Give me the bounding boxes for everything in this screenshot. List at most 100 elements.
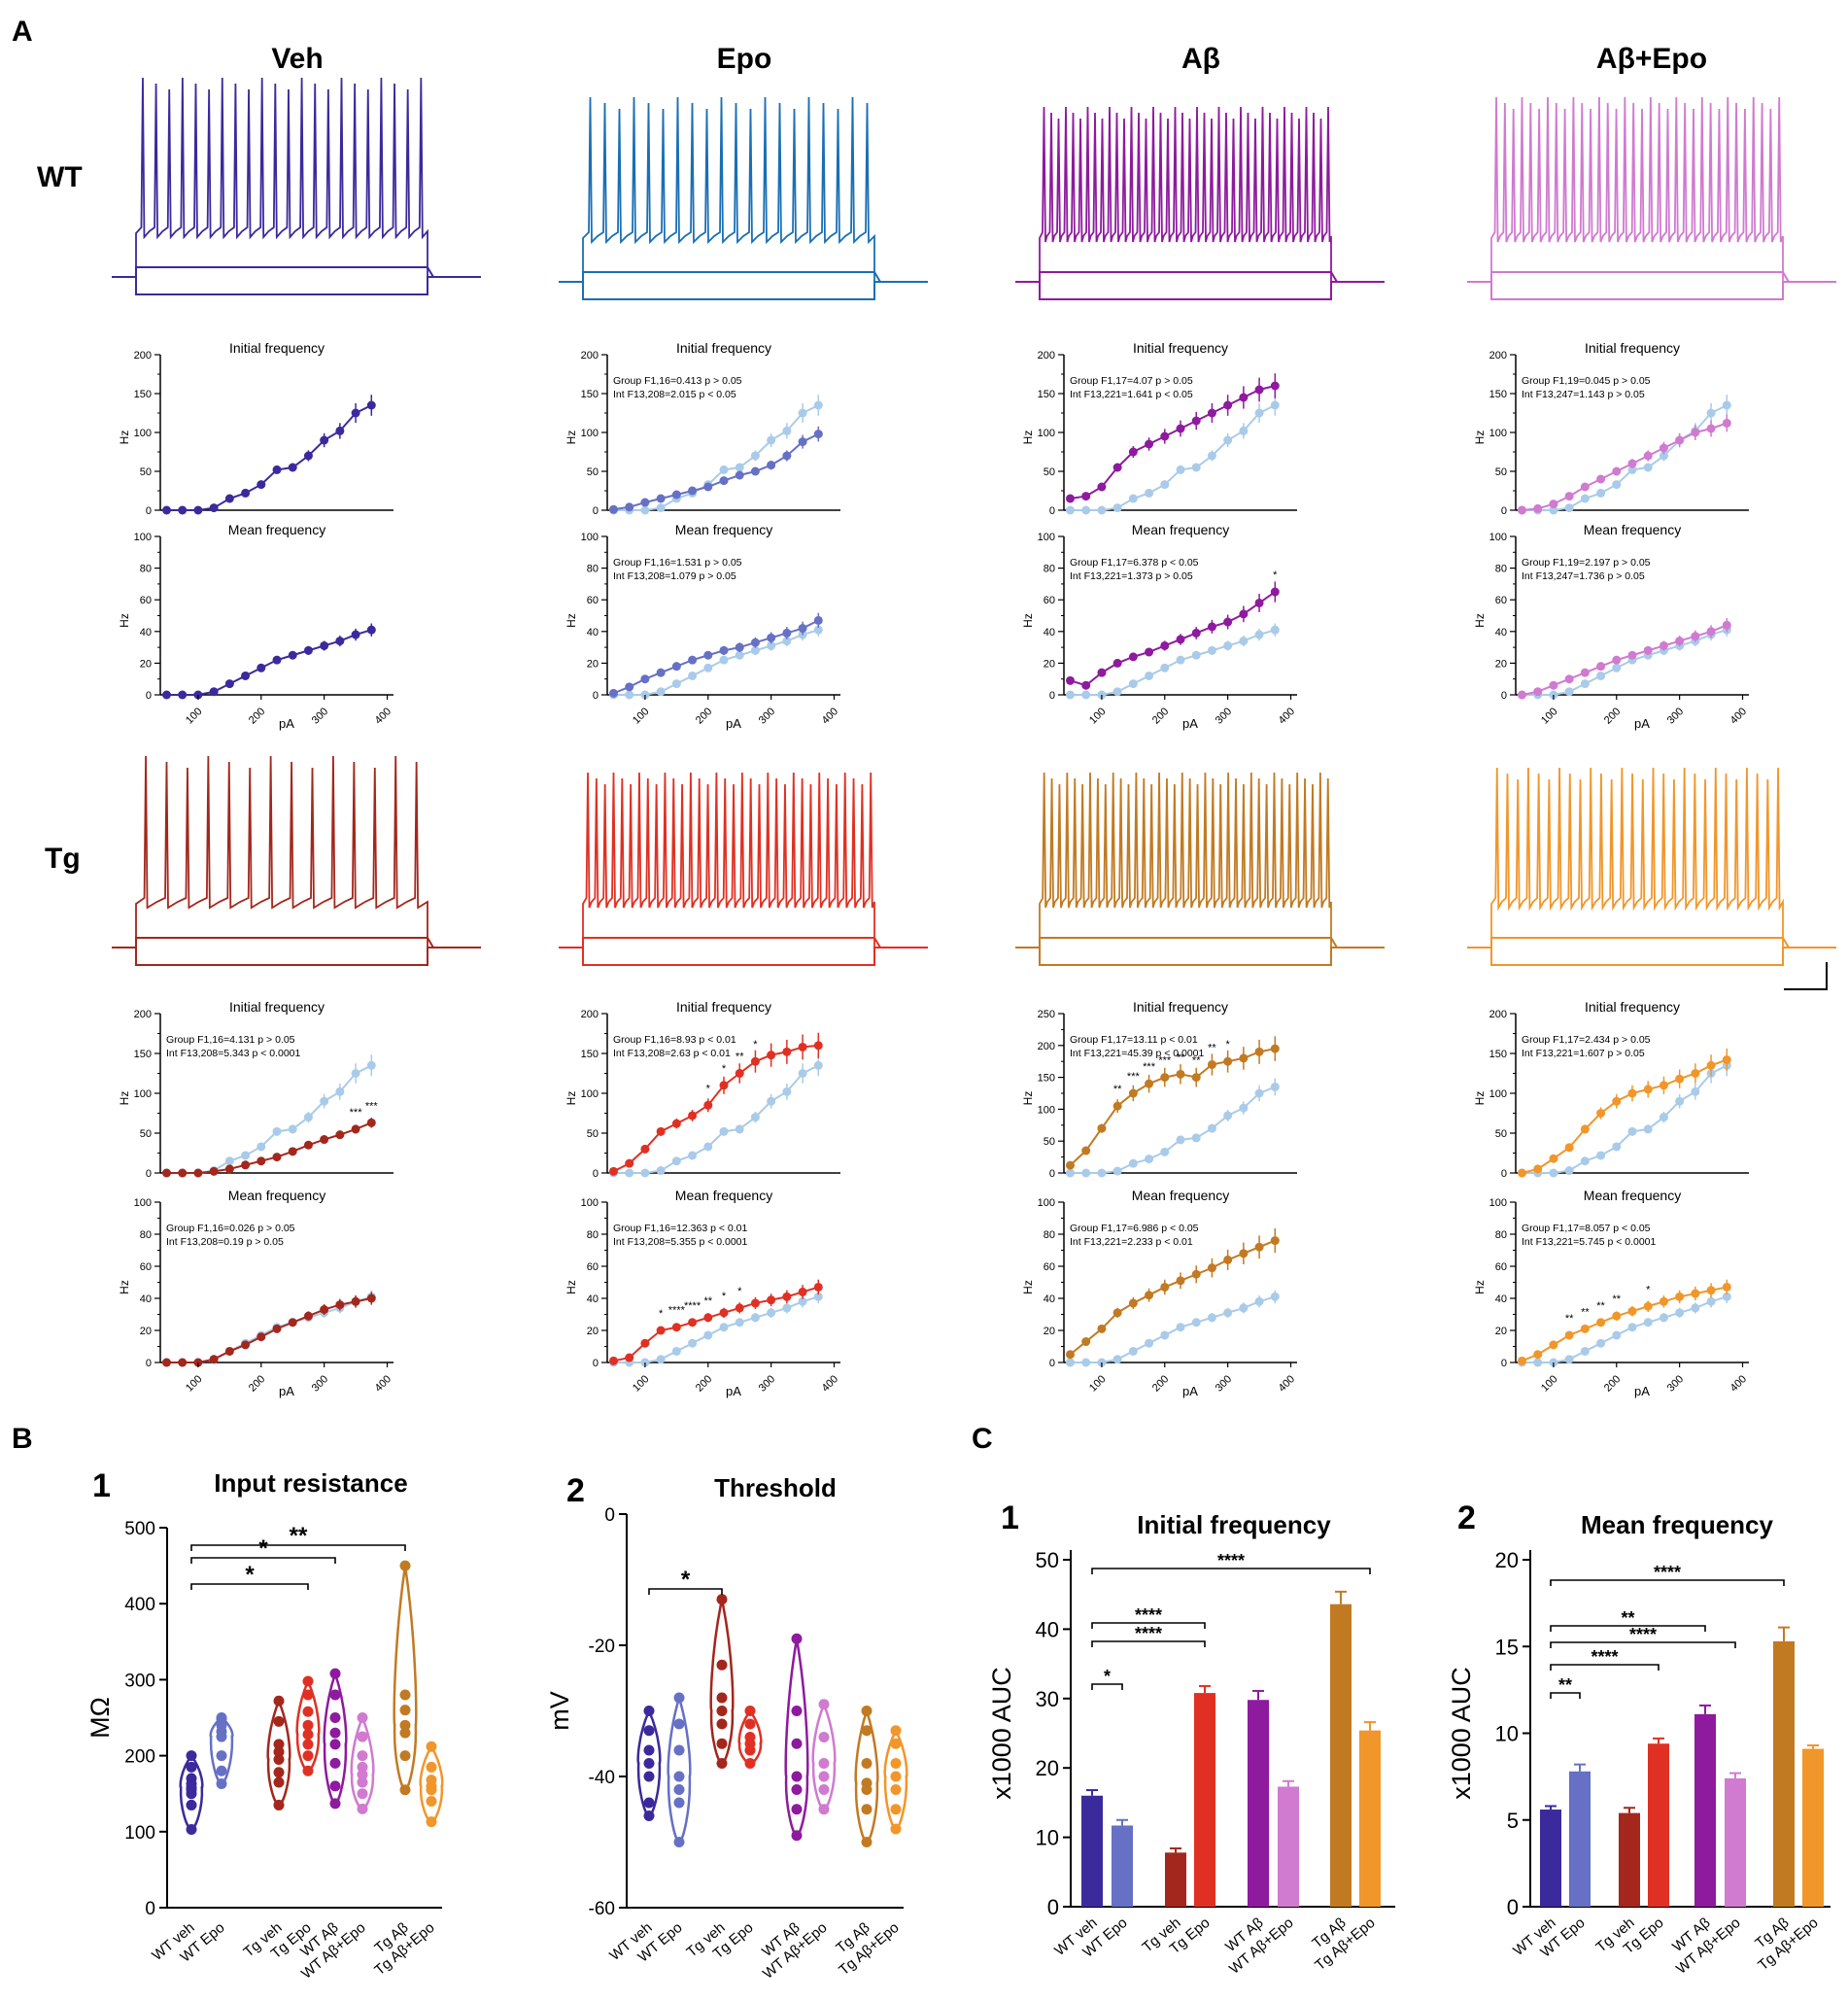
- y-axis-label: Hz: [565, 1280, 578, 1294]
- data-point: [1191, 650, 1201, 660]
- violin-point: [426, 1816, 437, 1828]
- violin-point: [791, 1633, 803, 1644]
- data-point: [1176, 1323, 1185, 1332]
- data-point: [224, 1164, 234, 1174]
- data-point: [224, 679, 234, 689]
- data-point: [1239, 1103, 1249, 1113]
- data-point: [625, 1168, 634, 1178]
- data-point: [1643, 645, 1653, 655]
- x-axis-label: pA: [1182, 1384, 1198, 1398]
- data-point: [1675, 1096, 1685, 1106]
- violin-point: [329, 1798, 341, 1810]
- x-axis-label: pA: [726, 1384, 741, 1398]
- violin-point: [357, 1769, 368, 1780]
- y-tick-label: 100: [1038, 1104, 1055, 1116]
- data-point: [1207, 1263, 1216, 1273]
- data-point: [813, 1041, 823, 1051]
- violin-point: [216, 1778, 227, 1790]
- violin-point: [186, 1773, 197, 1784]
- data-point: [703, 482, 713, 492]
- violin-point: [791, 1706, 803, 1716]
- data-point: [1691, 632, 1700, 641]
- y-tick-label: 200: [1489, 350, 1507, 362]
- data-point: [257, 663, 266, 672]
- y-tick-label: 0: [593, 1168, 599, 1180]
- y-tick-label: 50: [1044, 1136, 1055, 1148]
- data-point: [1145, 488, 1154, 498]
- data-point: [1612, 663, 1622, 672]
- significance-bracket: [1550, 1641, 1736, 1648]
- significance-mark: **: [1596, 1300, 1605, 1312]
- violin-point: [329, 1727, 341, 1739]
- data-point: [366, 625, 376, 635]
- y-tick-label: 20: [1044, 658, 1055, 670]
- data-point: [351, 630, 360, 639]
- data-point: [1065, 690, 1075, 700]
- stats-text: Group F1,19=0.045 p > 0.05: [1522, 375, 1651, 387]
- trace-hyperpolarizing-step: [1015, 947, 1385, 966]
- plot-title: Initial frequency: [676, 999, 771, 1015]
- significance-label: ****: [1654, 1563, 1681, 1582]
- data-point: [1706, 1296, 1716, 1306]
- data-point: [1207, 1123, 1216, 1133]
- x-tick-label: 300: [1214, 706, 1234, 726]
- data-point: [288, 1318, 297, 1328]
- voltage-traces: [112, 77, 1836, 966]
- violin-point: [673, 1771, 685, 1782]
- y-tick-label: 0: [1049, 505, 1055, 517]
- freq-plot-wt-epo-mean: 0 20 40 60 80 100 Hz Mean frequency Group F1,16=…: [565, 522, 840, 731]
- voltage-trace-tg-2: [1015, 772, 1385, 966]
- violin-point: [273, 1739, 285, 1750]
- data-point: [1081, 505, 1091, 515]
- stats-text: Int F13,221=1.607 p > 0.05: [1522, 1048, 1645, 1059]
- data-point: [767, 1295, 776, 1305]
- data-point: [1128, 1346, 1138, 1356]
- plot-title: Initial frequency: [1585, 340, 1680, 356]
- data-point: [1517, 1356, 1526, 1365]
- significance-bracket: [1091, 1683, 1123, 1690]
- significance-bracket: [1550, 1692, 1581, 1699]
- x-axis-label: pA: [1182, 716, 1198, 731]
- data-point: [335, 637, 345, 646]
- significance-bracket: [190, 1583, 309, 1590]
- violin-point: [716, 1659, 728, 1671]
- y-tick-label: 150: [1038, 1073, 1055, 1085]
- data-point: [1643, 1124, 1653, 1134]
- plot-title: Initial frequency: [676, 340, 771, 356]
- data-point: [813, 625, 823, 635]
- series-line: [613, 432, 819, 511]
- data-point: [1564, 687, 1574, 697]
- data-point: [719, 1308, 729, 1318]
- data-point: [1627, 1126, 1637, 1136]
- y-axis-label: Hz: [1021, 431, 1035, 445]
- y-tick-label: 0: [145, 1899, 155, 1919]
- data-point: [351, 1124, 360, 1134]
- data-point: [1675, 1074, 1685, 1084]
- freq-plot-tg-a--mean: 0 20 40 60 80 100 Hz Mean frequency Group F1,17=…: [1021, 1188, 1297, 1398]
- violin-point: [399, 1750, 411, 1762]
- data-point: [1145, 1079, 1154, 1088]
- y-tick-label: 20: [1495, 658, 1507, 670]
- y-tick-label: 80: [1495, 1229, 1507, 1241]
- freq-plot-tg-a--init: 0 50 100 150 200 250 Hz Initial frequency Group …: [1021, 999, 1297, 1180]
- data-point: [272, 1153, 282, 1162]
- freq-plot-tg-epo-mean: 0 20 40 60 80 100 Hz Mean frequency Group F1,16=…: [565, 1188, 840, 1398]
- data-point: [1580, 482, 1590, 492]
- y-tick-label: 50: [140, 1128, 152, 1140]
- data-point: [1580, 668, 1590, 677]
- data-point: [782, 426, 792, 435]
- data-point: [1643, 1301, 1653, 1311]
- x-tick-label: 100: [631, 706, 651, 726]
- data-point: [750, 645, 760, 655]
- data-point: [1223, 1308, 1233, 1318]
- y-axis-label: Hz: [1021, 613, 1035, 628]
- data-point: [257, 480, 266, 490]
- voltage-trace-wt-2: [1015, 106, 1385, 300]
- violin-point: [216, 1750, 227, 1762]
- data-point: [1207, 622, 1216, 632]
- plot-title: Mean frequency: [1584, 522, 1681, 537]
- y-tick-label: 150: [1489, 389, 1507, 400]
- data-point: [209, 1355, 219, 1364]
- violin-point: [643, 1725, 655, 1737]
- y-tick-label: 200: [1038, 350, 1055, 362]
